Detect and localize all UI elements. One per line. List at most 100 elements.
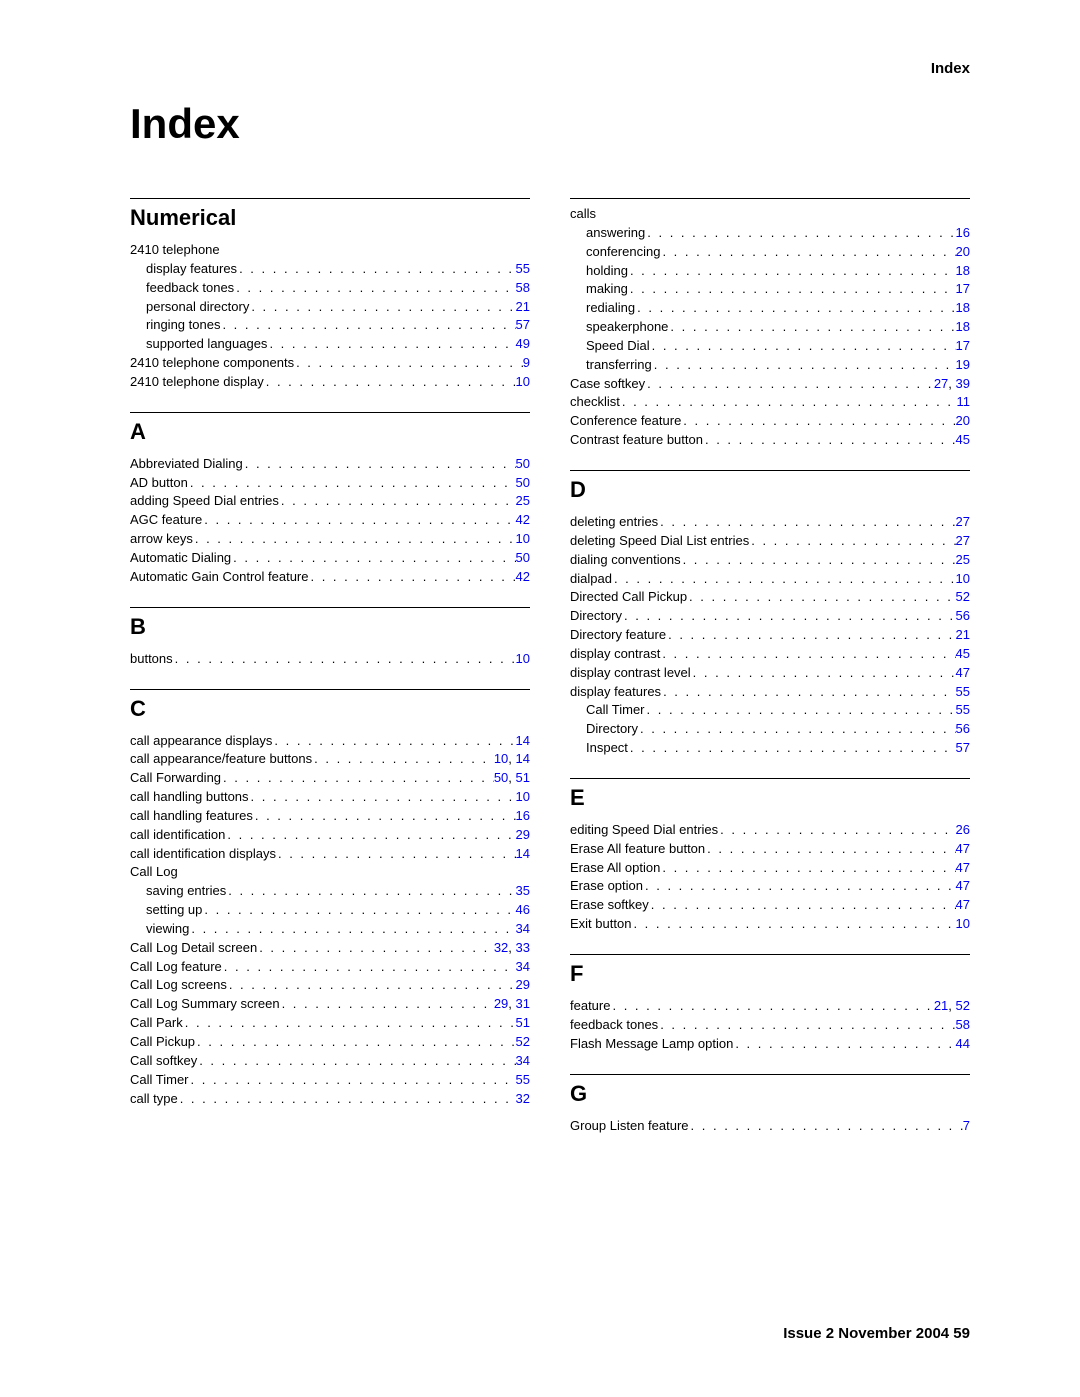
index-entry-pages: 20 bbox=[956, 412, 970, 431]
page-link[interactable]: 18 bbox=[956, 319, 970, 334]
page-link[interactable]: 56 bbox=[956, 608, 970, 623]
page-link[interactable]: 10 bbox=[516, 531, 530, 546]
page-link[interactable]: 7 bbox=[963, 1118, 970, 1133]
page-link[interactable]: 52 bbox=[956, 998, 970, 1013]
index-entry-pages: 21, 52 bbox=[934, 997, 970, 1016]
page-link[interactable]: 52 bbox=[956, 589, 970, 604]
index-entry-pages: 16 bbox=[516, 807, 530, 826]
page-link[interactable]: 58 bbox=[516, 280, 530, 295]
page-link[interactable]: 57 bbox=[956, 740, 970, 755]
page-link[interactable]: 46 bbox=[516, 902, 530, 917]
page-link[interactable]: 47 bbox=[956, 860, 970, 875]
page-link[interactable]: 50 bbox=[516, 475, 530, 490]
index-entry-pages: 10 bbox=[516, 373, 530, 392]
page-link[interactable]: 34 bbox=[516, 921, 530, 936]
page-link[interactable]: 29 bbox=[516, 827, 530, 842]
index-entry: saving entries35 bbox=[130, 882, 530, 901]
index-entry-label: feedback tones bbox=[570, 1016, 658, 1035]
index-entry-label: AD button bbox=[130, 474, 188, 493]
page-link[interactable]: 55 bbox=[956, 684, 970, 699]
page-link[interactable]: 51 bbox=[516, 1015, 530, 1030]
page-link[interactable]: 55 bbox=[516, 1072, 530, 1087]
page-link[interactable]: 27 bbox=[956, 533, 970, 548]
page-link[interactable]: 47 bbox=[956, 841, 970, 856]
page-link[interactable]: 39 bbox=[956, 376, 970, 391]
page-link[interactable]: 14 bbox=[516, 751, 530, 766]
page-link[interactable]: 35 bbox=[516, 883, 530, 898]
index-entry-label: call handling buttons bbox=[130, 788, 249, 807]
page-link[interactable]: 34 bbox=[516, 1053, 530, 1068]
page-link[interactable]: 27 bbox=[956, 514, 970, 529]
page-link[interactable]: 10 bbox=[516, 789, 530, 804]
page-link[interactable]: 21 bbox=[956, 627, 970, 642]
page-link[interactable]: 14 bbox=[516, 733, 530, 748]
page-link[interactable]: 18 bbox=[956, 300, 970, 315]
leader-dots bbox=[652, 356, 956, 375]
page-link[interactable]: 45 bbox=[956, 432, 970, 447]
leader-dots bbox=[631, 915, 955, 934]
leader-dots bbox=[687, 588, 955, 607]
page-link[interactable]: 25 bbox=[516, 493, 530, 508]
page-link[interactable]: 17 bbox=[956, 281, 970, 296]
page-link[interactable]: 19 bbox=[956, 357, 970, 372]
index-entry-label: editing Speed Dial entries bbox=[570, 821, 718, 840]
page-link[interactable]: 25 bbox=[956, 552, 970, 567]
page-link[interactable]: 10 bbox=[516, 374, 530, 389]
page-link[interactable]: 14 bbox=[516, 846, 530, 861]
leader-dots bbox=[202, 511, 515, 530]
page-link[interactable]: 56 bbox=[956, 721, 970, 736]
page-link[interactable]: 44 bbox=[956, 1036, 970, 1051]
page-link[interactable]: 47 bbox=[956, 878, 970, 893]
leader-dots bbox=[197, 1052, 515, 1071]
index-entry: making17 bbox=[570, 280, 970, 299]
page-link[interactable]: 21 bbox=[516, 299, 530, 314]
page-link[interactable]: 20 bbox=[956, 244, 970, 259]
page-link[interactable]: 33 bbox=[516, 940, 530, 955]
page-link[interactable]: 31 bbox=[516, 996, 530, 1011]
page-link[interactable]: 50 bbox=[494, 770, 508, 785]
page-link[interactable]: 34 bbox=[516, 959, 530, 974]
page-link[interactable]: 10 bbox=[956, 571, 970, 586]
page-link[interactable]: 52 bbox=[516, 1034, 530, 1049]
page-link[interactable]: 29 bbox=[494, 996, 508, 1011]
page-link[interactable]: 21 bbox=[934, 998, 948, 1013]
page-link[interactable]: 51 bbox=[516, 770, 530, 785]
page-link[interactable]: 26 bbox=[956, 822, 970, 837]
page-link[interactable]: 55 bbox=[956, 702, 970, 717]
index-entry: editing Speed Dial entries 26 bbox=[570, 821, 970, 840]
page-link[interactable]: 10 bbox=[516, 651, 530, 666]
page-link[interactable]: 9 bbox=[523, 355, 530, 370]
index-entry-pages: 42 bbox=[516, 568, 530, 587]
page-link[interactable]: 32 bbox=[516, 1091, 530, 1106]
index-entry-label: Call Log bbox=[130, 863, 178, 882]
page-link[interactable]: 42 bbox=[516, 512, 530, 527]
page-link[interactable]: 55 bbox=[516, 261, 530, 276]
page-link[interactable]: 57 bbox=[516, 317, 530, 332]
index-entry-label: ringing tones bbox=[146, 316, 220, 335]
page-link[interactable]: 49 bbox=[516, 336, 530, 351]
leader-dots bbox=[202, 901, 515, 920]
page-link[interactable]: 10 bbox=[494, 751, 508, 766]
page-link[interactable]: 58 bbox=[956, 1017, 970, 1032]
page-link[interactable]: 47 bbox=[956, 897, 970, 912]
page-link[interactable]: 45 bbox=[956, 646, 970, 661]
page-link[interactable]: 47 bbox=[956, 665, 970, 680]
index-entry: Erase All feature button47 bbox=[570, 840, 970, 859]
page-link[interactable]: 50 bbox=[516, 456, 530, 471]
page-link[interactable]: 50 bbox=[516, 550, 530, 565]
page-link[interactable]: 16 bbox=[516, 808, 530, 823]
page-link[interactable]: 29 bbox=[516, 977, 530, 992]
section-heading: B bbox=[130, 614, 530, 640]
index-entry-label: calls bbox=[570, 205, 596, 224]
page-link[interactable]: 27 bbox=[934, 376, 948, 391]
index-entry: Directed Call Pickup52 bbox=[570, 588, 970, 607]
page-link[interactable]: 18 bbox=[956, 263, 970, 278]
page-link[interactable]: 20 bbox=[956, 413, 970, 428]
page-link[interactable]: 17 bbox=[956, 338, 970, 353]
page-link[interactable]: 11 bbox=[957, 394, 971, 409]
page-link[interactable]: 42 bbox=[516, 569, 530, 584]
index-entry-pages: 47 bbox=[956, 896, 970, 915]
page-link[interactable]: 32 bbox=[494, 940, 508, 955]
page-link[interactable]: 16 bbox=[956, 225, 970, 240]
page-link[interactable]: 10 bbox=[956, 916, 970, 931]
